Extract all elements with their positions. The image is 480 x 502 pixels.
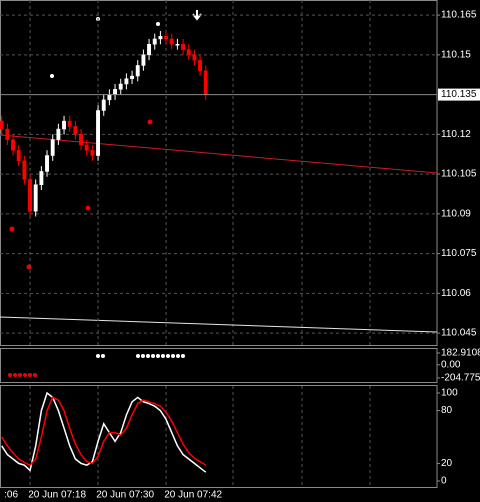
time-axis: :06 20 Jun 07:18 20 Jun 07:30 20 Jun 07:42 xyxy=(4,490,222,501)
candle-body xyxy=(186,49,191,56)
candle-body xyxy=(107,94,112,101)
y-tick-label: 110.15 xyxy=(441,49,471,60)
oscillator-pane xyxy=(1,391,207,473)
candle-body xyxy=(11,139,15,151)
y-tick-label: 100 xyxy=(441,388,458,399)
y-tick-label: 110.045 xyxy=(441,328,477,339)
candle-body xyxy=(56,128,61,140)
y-tick-label: 110.12 xyxy=(441,129,471,140)
oscillator-line xyxy=(1,396,207,467)
extra-grid xyxy=(232,0,371,487)
candle-body xyxy=(28,179,32,212)
y-tick-label: 80 xyxy=(441,405,453,416)
candle-body xyxy=(101,99,106,111)
x-tick-label: 20 Jun 07:42 xyxy=(164,490,222,501)
overlays xyxy=(0,10,437,333)
oscillator-line xyxy=(1,391,207,473)
candle-body xyxy=(192,54,197,61)
y-tick-label: 110.105 xyxy=(441,169,477,180)
candle-body xyxy=(67,120,72,127)
y-tick-label: 0 xyxy=(441,476,447,487)
y-tick-label: 110.165 xyxy=(441,10,477,21)
candle-body xyxy=(124,78,129,85)
x-tick-label: 20 Jun 07:18 xyxy=(28,490,86,501)
candle-body xyxy=(203,70,208,95)
candle-body xyxy=(147,44,152,56)
candle-body xyxy=(152,38,157,45)
x-tick-label: 20 Jun 07:30 xyxy=(96,490,154,501)
candle-body xyxy=(164,36,169,40)
candle-body xyxy=(62,120,66,130)
candle-body xyxy=(181,44,186,50)
y-tick-label: 182.9108 xyxy=(441,348,480,359)
candle-body xyxy=(113,89,118,95)
y-tick-label: -204.775 xyxy=(441,373,480,384)
y-tick-label: 110.075 xyxy=(441,248,477,259)
y-tick-label: 0.00 xyxy=(441,359,461,370)
candle-body xyxy=(130,75,135,79)
candle-body xyxy=(169,38,174,45)
candle-body xyxy=(198,59,203,71)
candle-body xyxy=(79,134,84,146)
x-tick-label: :06 xyxy=(4,490,18,501)
candle-body xyxy=(0,120,4,130)
y-tick-label: 20 xyxy=(441,458,453,469)
candle-body xyxy=(158,36,163,40)
last-price-box xyxy=(438,88,480,101)
candle-body xyxy=(16,149,21,162)
candle-body xyxy=(135,65,140,77)
candle-body xyxy=(90,149,95,156)
candle-body xyxy=(39,171,44,185)
candle-body xyxy=(141,54,146,66)
candle-body xyxy=(175,44,180,46)
last-price-label: 110.135 xyxy=(441,89,477,100)
candle-body xyxy=(22,160,27,180)
candle-body xyxy=(84,144,89,151)
candle-body xyxy=(73,126,78,135)
y-tick-label: 110.06 xyxy=(441,288,471,299)
candle-body xyxy=(96,110,101,156)
candle-body xyxy=(33,184,38,212)
price-pane xyxy=(0,0,437,345)
indicator-dots xyxy=(8,354,185,377)
candle-body xyxy=(45,155,49,172)
y-tick-label: 110.09 xyxy=(441,208,471,219)
candle-body xyxy=(50,139,55,156)
candle-body xyxy=(5,128,10,140)
candle-body xyxy=(118,83,123,90)
